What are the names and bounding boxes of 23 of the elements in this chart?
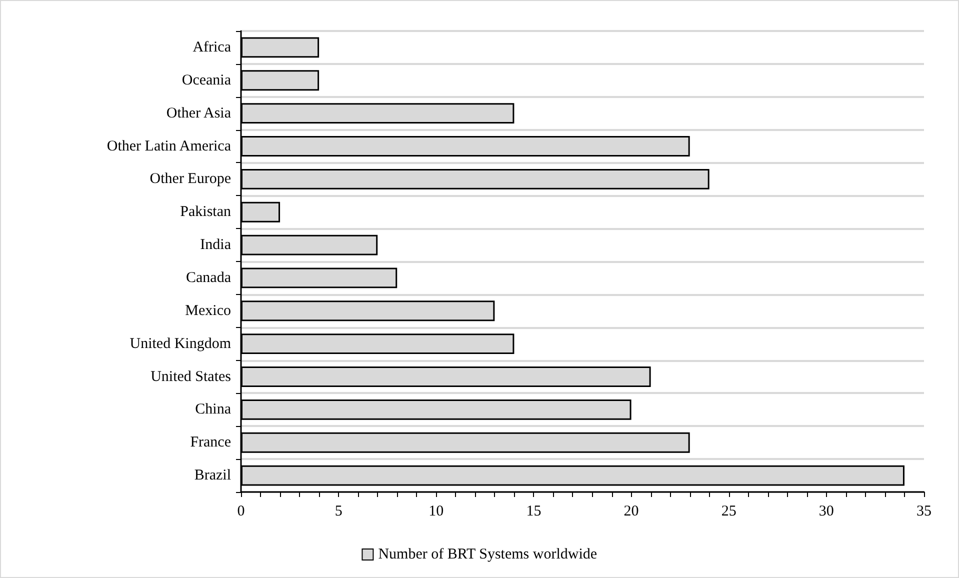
x-tick-label: 0 (237, 504, 245, 520)
y-tick-label: Brazil (194, 468, 231, 484)
x-tick-label: 15 (526, 504, 542, 520)
x-tick-label: 10 (428, 504, 444, 520)
x-tick-label: 25 (721, 504, 736, 520)
y-tick-label: Canada (186, 270, 232, 286)
y-tick-label: Other Asia (166, 105, 232, 122)
x-tick-label: 5 (334, 504, 342, 520)
y-tick-label: United Kingdom (130, 336, 232, 352)
x-tick-label: 20 (624, 504, 639, 520)
legend-label: Number of BRT Systems worldwide (378, 546, 598, 562)
y-tick-label: China (195, 402, 232, 418)
y-tick-label: Africa (192, 39, 232, 56)
y-tick-label: India (200, 237, 232, 254)
y-tick-label: Mexico (185, 302, 231, 319)
y-tick-label: Oceania (182, 72, 232, 88)
y-tick-label: France (190, 434, 232, 451)
x-tick-label: 35 (916, 504, 932, 520)
x-tick-label: 30 (818, 504, 834, 520)
y-tick-label: Other Latin America (106, 138, 232, 154)
y-tick-label: United States (150, 368, 232, 385)
y-tick-label: Other Europe (150, 171, 232, 188)
y-tick-label: Pakistan (180, 204, 232, 220)
